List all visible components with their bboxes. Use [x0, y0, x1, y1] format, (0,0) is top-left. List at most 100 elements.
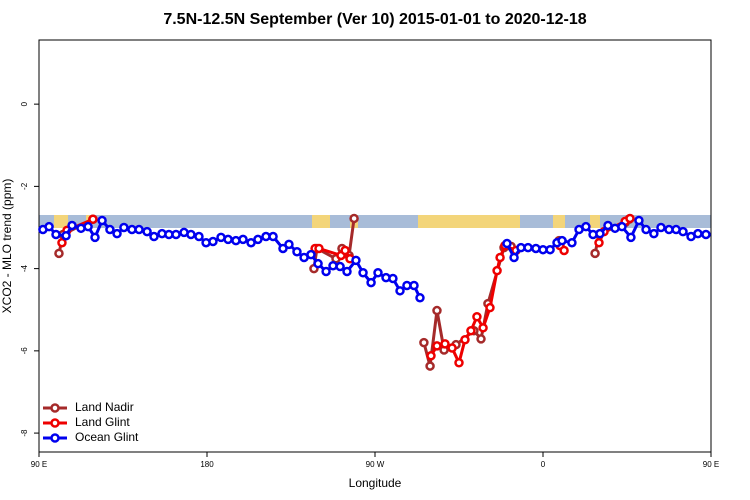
point [194, 231, 204, 242]
point [634, 215, 644, 226]
point [678, 226, 688, 237]
y-tick-label: -4 [20, 265, 29, 273]
point [440, 339, 450, 349]
land-band [418, 215, 520, 228]
point [495, 252, 505, 263]
land-band [312, 215, 330, 228]
y-tick-label: -2 [20, 182, 29, 190]
ocean-band [39, 215, 711, 228]
x-tick-label: 90 E [31, 460, 47, 469]
point [88, 214, 98, 225]
x-tick-label: 90 W [366, 460, 385, 469]
point [90, 232, 100, 243]
point [67, 220, 77, 231]
point [425, 361, 435, 371]
point [581, 221, 591, 232]
point [395, 286, 405, 296]
point [509, 252, 519, 263]
point [231, 235, 241, 246]
point [83, 221, 93, 232]
point [313, 258, 323, 269]
point [531, 243, 541, 254]
point [649, 228, 659, 239]
point [253, 234, 263, 245]
y-tick-label: 0 [20, 101, 29, 106]
point [134, 224, 144, 235]
legend-marker [50, 433, 60, 443]
point [57, 237, 67, 248]
point [426, 351, 436, 361]
x-tick-label: 0 [541, 460, 546, 469]
point [447, 343, 457, 353]
point [485, 302, 495, 313]
point [545, 244, 555, 255]
point [44, 221, 54, 232]
point [617, 221, 627, 232]
point [186, 229, 196, 240]
point [321, 266, 331, 277]
point [171, 229, 181, 240]
point [626, 232, 636, 243]
point [454, 358, 464, 368]
point [641, 224, 651, 235]
point [112, 228, 122, 239]
point [594, 237, 604, 248]
point [238, 234, 248, 245]
point [432, 341, 442, 351]
point [306, 249, 316, 260]
point [142, 226, 152, 237]
point [419, 337, 429, 348]
point [409, 280, 419, 291]
point [51, 229, 61, 240]
point [523, 242, 533, 253]
point [502, 238, 512, 249]
point [366, 277, 376, 288]
point [466, 325, 476, 336]
y-tick-label: -6 [20, 347, 29, 355]
point [557, 235, 567, 246]
point [284, 239, 294, 250]
point [358, 267, 368, 278]
land-band [54, 215, 68, 228]
legend-label: Land Nadir [75, 400, 134, 414]
point [97, 215, 107, 226]
point [223, 234, 233, 245]
point [415, 293, 425, 303]
y-tick-label: -8 [20, 429, 29, 437]
point [492, 265, 502, 276]
point [278, 243, 288, 254]
point [149, 231, 159, 242]
land-band [590, 215, 600, 228]
point [476, 334, 486, 344]
point [314, 243, 324, 254]
point [693, 228, 703, 239]
point [268, 231, 278, 242]
point [292, 247, 302, 257]
point [595, 228, 605, 239]
x-tick-label: 180 [200, 460, 214, 469]
point [472, 311, 482, 322]
series-line [60, 217, 631, 368]
point [61, 230, 71, 241]
point [656, 222, 666, 233]
point [478, 323, 488, 333]
point [349, 213, 359, 224]
point [351, 255, 361, 266]
chart-title: 7.5N-12.5N September (Ver 10) 2015-01-01… [163, 11, 586, 28]
point [54, 248, 64, 259]
point [119, 222, 129, 233]
point [208, 236, 218, 247]
legend-label: Ocean Glint [75, 430, 139, 444]
point [590, 248, 600, 259]
land-band [553, 215, 565, 228]
point [388, 273, 398, 284]
x-axis-label: Longitude [349, 476, 402, 490]
series-line [57, 217, 631, 367]
legend-marker [50, 418, 60, 428]
point [701, 229, 711, 240]
point [340, 245, 350, 256]
legend-marker [50, 403, 60, 413]
point [567, 237, 577, 248]
y-axis-label: XCO2 - MLO trend (ppm) [0, 179, 14, 314]
